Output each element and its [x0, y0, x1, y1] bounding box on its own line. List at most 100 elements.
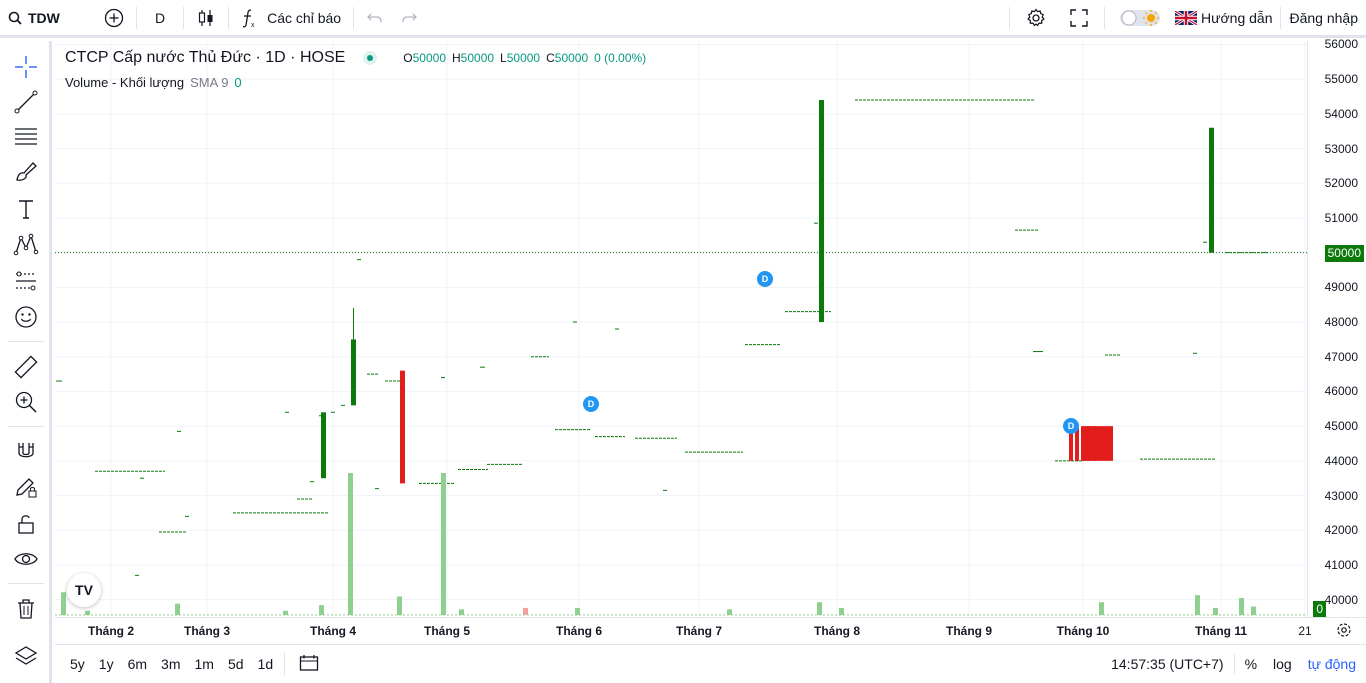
- add-circle-icon: [104, 8, 124, 27]
- guide-link[interactable]: Hướng dẫn: [1171, 0, 1276, 37]
- toolbar-divider: [8, 583, 44, 584]
- magnet-tool[interactable]: [10, 436, 42, 468]
- redo-button[interactable]: [392, 0, 426, 37]
- log-scale-toggle[interactable]: log: [1273, 656, 1292, 672]
- ohlc-values: O50000 H50000 L50000 C50000 0 (0.00%): [403, 51, 646, 65]
- range-button-1d[interactable]: 1d: [257, 656, 274, 672]
- range-button-6m[interactable]: 6m: [127, 656, 148, 672]
- toolbar-divider: [1233, 654, 1235, 674]
- login-button[interactable]: Đăng nhập: [1289, 9, 1358, 26]
- compare-symbol-button[interactable]: [96, 0, 132, 37]
- sun-toggle-icon: [1120, 9, 1160, 26]
- hide-drawings-tool[interactable]: [10, 543, 42, 575]
- smiley-icon: [15, 306, 37, 328]
- indicators-button[interactable]: x Các chỉ báo: [233, 0, 349, 37]
- pattern-tool[interactable]: [10, 229, 42, 261]
- time-tick-label: Tháng 8: [813, 624, 861, 638]
- price-tick-label: 42000: [1324, 523, 1358, 538]
- fullscreen-button[interactable]: [1058, 0, 1100, 37]
- symbol-label: TDW: [28, 9, 60, 26]
- volume-bar: [61, 592, 66, 615]
- measure-tool[interactable]: [10, 351, 42, 383]
- remove-drawings-tool[interactable]: [10, 593, 42, 625]
- object-tree-tool[interactable]: [10, 641, 42, 673]
- svg-text:x: x: [251, 22, 255, 28]
- volume-bar: [817, 602, 822, 615]
- redo-icon: [402, 13, 417, 22]
- candle-up: [321, 412, 326, 479]
- price-tick-label: 40000: [1324, 592, 1358, 607]
- price-chart[interactable]: [55, 41, 1307, 617]
- volume-bar: [1195, 595, 1200, 615]
- lock-all-tool[interactable]: [10, 508, 42, 540]
- sma-label: SMA 9: [190, 75, 229, 90]
- dividend-marker[interactable]: D: [757, 271, 773, 287]
- trend-line-icon: [14, 90, 38, 114]
- low-value: 50000: [506, 51, 541, 65]
- settings-button[interactable]: [1014, 0, 1058, 37]
- brush-icon: [16, 162, 37, 181]
- interval-button[interactable]: D: [155, 9, 166, 26]
- clock-timezone[interactable]: 14:57:35 (UTC+7): [1111, 656, 1224, 672]
- time-tick-label: Tháng 3: [183, 624, 231, 638]
- toolbar-divider: [183, 6, 185, 29]
- volume-bar: [85, 610, 90, 615]
- crosshair-tool[interactable]: [10, 51, 42, 83]
- prediction-tool[interactable]: [10, 265, 42, 297]
- percent-scale-toggle[interactable]: %: [1244, 656, 1258, 672]
- range-button-3m[interactable]: 3m: [161, 656, 181, 672]
- brush-tool[interactable]: [10, 156, 42, 188]
- range-button-5y[interactable]: 5y: [70, 656, 85, 672]
- volume-bar: [1213, 607, 1218, 615]
- range-button-1m[interactable]: 1m: [194, 656, 214, 672]
- undo-button[interactable]: [358, 0, 392, 37]
- dividend-marker[interactable]: D: [1063, 418, 1079, 434]
- lock-drawing-tool[interactable]: [10, 471, 42, 503]
- volume-bar: [283, 610, 288, 615]
- trash-icon: [18, 599, 34, 619]
- pattern-icon: [13, 233, 39, 256]
- price-axis[interactable]: 56000 55000 54000 53000 52000 51000 50000 49000…: [1307, 37, 1366, 618]
- sma-value: 0: [234, 75, 242, 90]
- goto-date-button[interactable]: [289, 654, 329, 675]
- time-tick-label: Tháng 10: [1056, 624, 1110, 638]
- theme-toggle[interactable]: [1109, 0, 1171, 37]
- time-axis[interactable]: Tháng 2 Tháng 3 Tháng 4 Tháng 5 Tháng 6 Tháng…: [55, 617, 1366, 644]
- price-tick-label: 55000: [1324, 72, 1358, 87]
- date-range-group: 5y 1y 6m 3m 1m 5d 1d: [55, 656, 280, 672]
- zoom-tool[interactable]: [10, 386, 42, 418]
- emoji-tool[interactable]: [10, 301, 42, 333]
- chart-type-button[interactable]: [188, 0, 224, 37]
- fib-tool[interactable]: [10, 121, 42, 153]
- bottom-right-group: 14:57:35 (UTC+7) % log tự động: [1111, 654, 1366, 674]
- symbol-search-button[interactable]: TDW: [0, 0, 96, 37]
- dividend-marker[interactable]: D: [583, 396, 599, 412]
- chart-title: CTCP Cấp nước Thủ Đức · 1D · HOSE: [65, 49, 346, 66]
- text-tool[interactable]: [10, 193, 42, 225]
- time-tick-label: Tháng 4: [309, 624, 357, 638]
- chart-pane[interactable]: CTCP Cấp nước Thủ Đức · 1D · HOSE O 50000…: [55, 41, 1307, 617]
- toolbar-divider: [1009, 6, 1010, 29]
- open-key: O: [403, 51, 413, 65]
- trend-line-tool[interactable]: [10, 86, 42, 118]
- forecast-icon: [16, 271, 36, 291]
- close-key: C: [546, 51, 555, 65]
- gear-icon: [1027, 8, 1045, 26]
- range-button-1y[interactable]: 1y: [98, 656, 114, 672]
- volume-label: Volume - Khối lượng: [65, 75, 185, 90]
- volume-bar: [1239, 597, 1244, 615]
- time-tick-label: 21: [1298, 624, 1312, 638]
- toolbar-divider: [8, 426, 44, 427]
- volume-bar: [575, 607, 580, 615]
- auto-scale-toggle[interactable]: tự động: [1307, 656, 1356, 672]
- high-key: H: [452, 51, 461, 65]
- toolbar-divider: [228, 6, 230, 29]
- range-button-5d[interactable]: 5d: [227, 656, 244, 672]
- guide-label: Hướng dẫn: [1201, 9, 1273, 26]
- magnet-icon: [18, 443, 34, 458]
- tradingview-logo[interactable]: TV: [67, 573, 101, 607]
- search-icon: [8, 11, 22, 25]
- time-axis-settings-button[interactable]: [1336, 622, 1352, 643]
- high-value: 50000: [460, 51, 495, 65]
- price-tick-label: 52000: [1324, 176, 1358, 191]
